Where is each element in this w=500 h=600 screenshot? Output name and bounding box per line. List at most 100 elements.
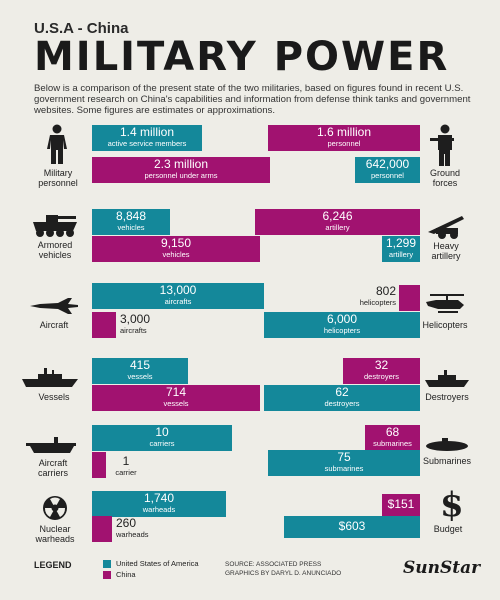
category-label-budget: Budget: [433, 524, 463, 534]
bar-unit: submarines: [324, 464, 364, 473]
label-china-aircraft-carriers: 1 carrier: [108, 455, 144, 478]
jet-icon: [30, 298, 78, 314]
bar-unit: aircrafts: [120, 326, 147, 335]
bar-unit: warheads: [116, 530, 149, 539]
bar-unit: artillery: [388, 250, 414, 259]
artillery-icon: [428, 216, 464, 239]
category-label-heavy-artillery: Heavy artillery: [431, 241, 461, 261]
source-line: SOURCE: ASSOCIATED PRESS: [225, 561, 322, 568]
rifleman-icon: [430, 124, 454, 166]
bar-usa-aircraft-carriers: 10 carriers: [92, 425, 232, 451]
bar-china-destroyers: 32 destroyers: [343, 358, 420, 384]
category-label-armored-vehicles: Armored vehicles: [37, 240, 73, 260]
bar-value: 714: [165, 385, 187, 399]
helicopter-icon: [426, 294, 464, 313]
label-china-nuclear-warheads: 260 warheads: [116, 516, 166, 540]
bar-usa-ground-forces: 642,000 personnel: [355, 157, 420, 183]
intro-text: Below is a comparison of the present sta…: [34, 83, 471, 116]
bar-china-aircraft: [92, 312, 116, 338]
bar-unit: aircrafts: [164, 297, 192, 306]
category-label-destroyers: Destroyers: [425, 392, 469, 402]
bar-unit: active service members: [107, 139, 187, 148]
bar-unit: vessels: [127, 372, 153, 381]
armored-vehicle-icon: [33, 215, 77, 237]
label-china-helicopters: 802 helicopters: [330, 284, 396, 308]
dollar-icon: $: [440, 485, 464, 525]
bar-value: 13,000: [159, 283, 197, 297]
nuclear-icon: [43, 496, 67, 520]
bar-china-submarines: 68 submarines: [365, 425, 420, 451]
page-title: MILITARY POWER: [34, 34, 450, 80]
category-label-ground-forces: Ground forces: [429, 168, 461, 188]
bar-unit: personnel: [371, 171, 404, 180]
bar-usa-aircraft: 13,000 aircrafts: [92, 283, 264, 309]
category-label-aircraft-carriers: Aircraft carriers: [37, 458, 68, 478]
bar-usa-budget: $603: [284, 516, 420, 538]
bar-value: 802: [375, 284, 396, 298]
bar-value: 32: [374, 358, 389, 372]
bar-usa-armored-vehicles: 8,848 vehicles: [92, 209, 170, 235]
category-label-helicopters: Helicopters: [422, 320, 468, 330]
destroyer-icon: [425, 370, 469, 387]
bar-value: 1,299: [385, 236, 417, 250]
bar-usa-vessels: 415 vessels: [92, 358, 188, 384]
legend-title: LEGEND: [34, 560, 72, 570]
bar-value: 415: [129, 358, 151, 372]
bar-unit: submarines: [373, 439, 412, 448]
bar-usa-helicopters: 6,000 helicopters: [264, 312, 420, 338]
bar-value: 6,000: [326, 312, 358, 326]
bar-china-nuclear-warheads: [92, 516, 112, 542]
bar-value: 75: [337, 450, 351, 464]
category-label-submarines: Submarines: [422, 456, 472, 466]
bar-usa-nuclear-warheads: 1,740 warheads: [92, 491, 226, 517]
category-label-vessels: Vessels: [38, 392, 70, 402]
bar-unit: personnel: [327, 139, 361, 148]
bar-value: 6,246: [322, 209, 353, 223]
bar-unit: personnel under arms: [144, 171, 218, 180]
bar-value: $603: [338, 519, 366, 533]
bar-value: 1.6 million: [316, 125, 372, 139]
submarine-icon: [426, 438, 468, 451]
bar-value: 9,150: [160, 236, 192, 250]
bar-china-budget: $151: [382, 494, 420, 516]
bar-china-military-personnel: 2.3 million personnel under arms: [92, 157, 270, 183]
carrier-icon: [26, 437, 76, 453]
category-label-aircraft: Aircraft: [39, 320, 69, 330]
bar-unit: helicopters: [359, 298, 396, 307]
bar-china-heavy-artillery: 6,246 artillery: [255, 209, 420, 235]
bar-unit: carrier: [115, 468, 137, 477]
soldier-icon: [47, 124, 67, 164]
bar-value: 68: [385, 425, 400, 439]
legend-label-china: China: [116, 570, 136, 579]
bar-china-helicopters: [399, 285, 420, 311]
bar-china-aircraft-carriers: [92, 452, 106, 478]
bar-china-ground-forces: 1.6 million personnel: [268, 125, 420, 151]
bar-unit: warheads: [142, 505, 176, 514]
category-label-military-personnel: Military personnel: [38, 168, 78, 188]
bar-unit: vessels: [163, 399, 189, 408]
bar-value: 1.4 million: [119, 125, 175, 139]
bar-value: 260: [116, 516, 137, 530]
legend-swatch-usa: [103, 560, 111, 568]
bar-unit: vehicles: [162, 250, 190, 259]
bar-usa-destroyers: 62 destroyers: [264, 385, 420, 411]
bar-china-armored-vehicles: 9,150 vehicles: [92, 236, 260, 262]
bar-usa-heavy-artillery: 1,299 artillery: [382, 236, 420, 262]
bar-value: 3,000: [120, 312, 151, 326]
bar-value: $151: [387, 497, 415, 511]
bar-value: 8,848: [115, 209, 147, 223]
bar-unit: artillery: [325, 223, 350, 232]
bar-value: 62: [335, 385, 349, 399]
bar-value: 642,000: [365, 157, 410, 171]
bar-unit: destroyers: [363, 372, 399, 381]
legend-swatch-china: [103, 571, 111, 579]
bar-unit: helicopters: [323, 326, 361, 335]
category-label-nuclear-warheads: Nuclear warheads: [35, 524, 75, 544]
bar-value: 10: [155, 425, 169, 439]
bar-unit: destroyers: [324, 399, 360, 408]
bar-value: 2.3 million: [153, 157, 209, 171]
source-credit: SOURCE: ASSOCIATED PRESS GRAPHICS BY DAR…: [225, 560, 341, 578]
ship-icon: [22, 368, 78, 387]
bar-unit: vehicles: [117, 223, 145, 232]
bar-china-vessels: 714 vessels: [92, 385, 260, 411]
